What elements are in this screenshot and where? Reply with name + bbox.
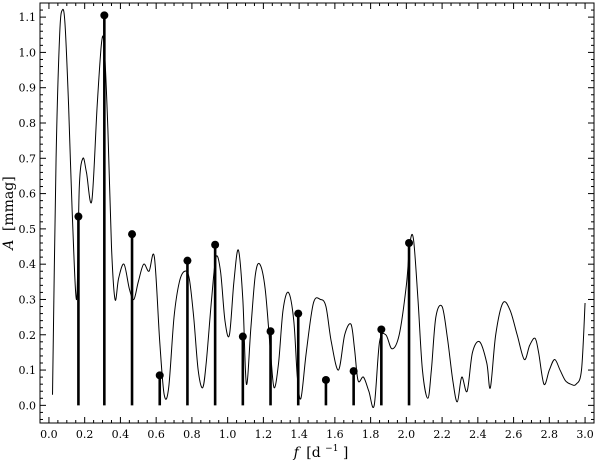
stem-marker bbox=[155, 371, 164, 380]
stem-marker bbox=[294, 309, 303, 318]
x-tick-label: 2.0 bbox=[398, 428, 416, 441]
y-tick-label: 0.7 bbox=[19, 152, 37, 165]
x-tick-label: 1.0 bbox=[219, 428, 237, 441]
y-tick-label: 0.1 bbox=[19, 364, 37, 377]
spectrum-series bbox=[52, 8, 586, 408]
stem-marker bbox=[211, 240, 220, 249]
y-tick-label: 0.6 bbox=[19, 188, 37, 201]
x-tick-label: 1.6 bbox=[326, 428, 344, 441]
stem-marker bbox=[321, 375, 330, 384]
x-axis-label-exponent: −1 bbox=[325, 444, 338, 454]
stem-marker bbox=[238, 332, 247, 341]
y-tick-label: 1.1 bbox=[19, 11, 37, 24]
y-tick-label: 0.9 bbox=[19, 82, 37, 95]
stem-marker bbox=[100, 11, 109, 20]
x-tick-label: 0.4 bbox=[112, 428, 130, 441]
plot-area bbox=[52, 8, 586, 408]
stem-marker bbox=[266, 327, 275, 336]
y-axis-label-main: A bbox=[1, 240, 17, 252]
y-tick-label: 0.4 bbox=[19, 258, 37, 271]
x-tick-label: 2.8 bbox=[541, 428, 559, 441]
x-axis-ticks: 0.0 0.2 0.4 0.6 0.8 1.0 1.2 1.4 1.6 1.8 2.0 2.2 2.4 2… bbox=[40, 3, 594, 441]
spectrum-line bbox=[52, 8, 586, 408]
y-tick-label: 0.5 bbox=[19, 223, 37, 236]
x-tick-label: 0.0 bbox=[40, 428, 58, 441]
stem-marker bbox=[377, 325, 386, 334]
x-tick-label: 0.6 bbox=[147, 428, 165, 441]
x-tick-label: 1.4 bbox=[290, 428, 308, 441]
stem-marker bbox=[74, 212, 83, 221]
stem-series bbox=[74, 11, 414, 406]
y-axis-label-unit: [mmag] bbox=[1, 176, 17, 231]
y-tick-label: 0.8 bbox=[19, 117, 37, 130]
x-tick-label: 0.2 bbox=[76, 428, 94, 441]
plot-frame bbox=[39, 2, 595, 424]
y-axis-ticks: 0.0 0.1 0.2 0.3 0.4 0.5 0.6 0.7 0.8 0.9 1.0 1.1 bbox=[19, 9, 594, 420]
x-axis-label: f [d −1 ] bbox=[293, 439, 349, 461]
x-axis-label-close: ] bbox=[343, 445, 348, 461]
x-axis-label-unit: [d bbox=[306, 445, 320, 461]
x-tick-label: 2.4 bbox=[469, 428, 487, 441]
x-tick-label: 1.2 bbox=[255, 428, 273, 441]
y-tick-label: 0.0 bbox=[19, 399, 37, 412]
x-tick-label: 2.6 bbox=[505, 428, 523, 441]
stem-marker bbox=[405, 239, 414, 247]
x-tick-label: 3.0 bbox=[576, 428, 594, 441]
y-tick-label: 0.3 bbox=[19, 293, 37, 306]
y-tick-label: 0.2 bbox=[19, 329, 37, 342]
stem-marker bbox=[183, 256, 192, 265]
y-tick-label: 1.0 bbox=[19, 46, 37, 59]
x-tick-label: 0.8 bbox=[183, 428, 201, 441]
x-tick-label: 2.2 bbox=[433, 428, 451, 441]
stem-marker bbox=[349, 367, 358, 376]
x-tick-label: 1.8 bbox=[362, 428, 380, 441]
y-axis-label: A [mmag] bbox=[1, 176, 17, 251]
stem-marker bbox=[128, 230, 137, 239]
x-axis-label-main: f bbox=[293, 445, 302, 461]
